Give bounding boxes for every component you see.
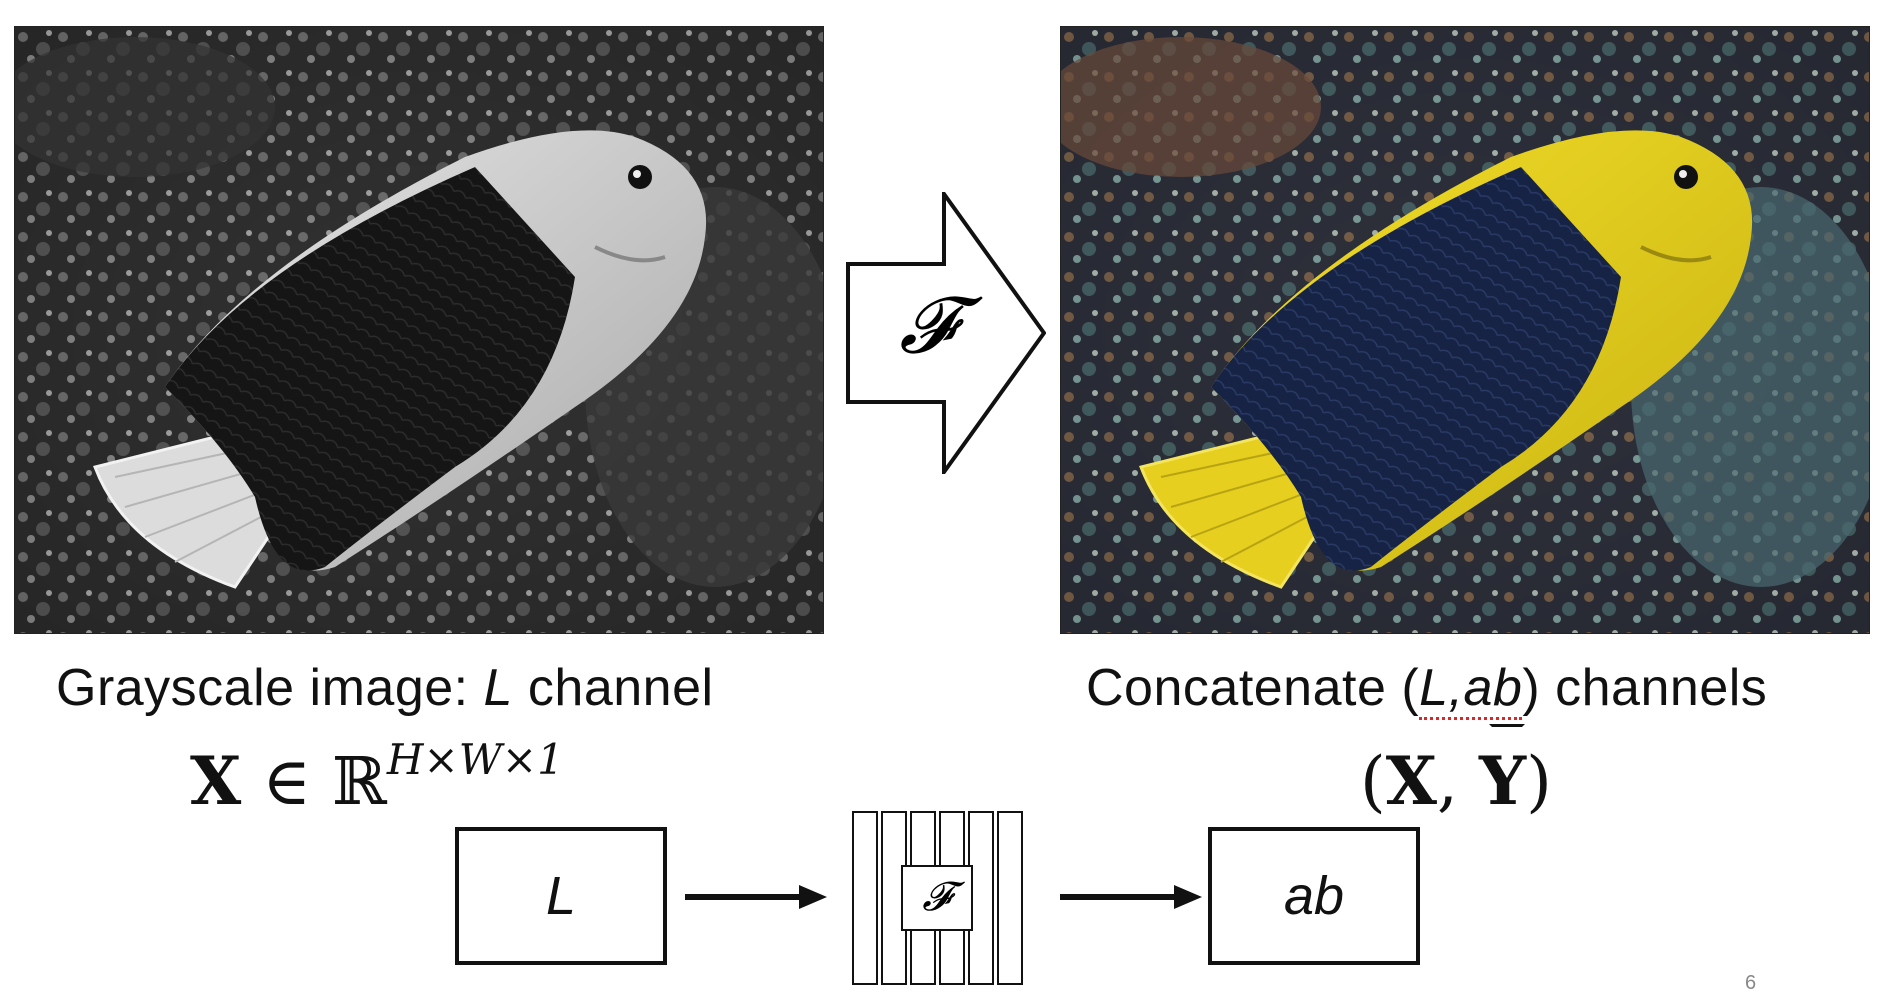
grayscale-fish-illustration (15, 27, 823, 633)
input-dimensions: H×W×1 (386, 735, 564, 784)
colorized-caption-channels: L,ab (1419, 659, 1523, 720)
input-l-box: L (455, 827, 667, 965)
right-arrow-icon (685, 885, 827, 909)
grayscale-caption-channel: L (483, 659, 513, 717)
mapping-arrow-icon: 𝓕 (846, 192, 1046, 474)
output-ab-box: ab (1208, 827, 1420, 965)
output-close-paren: ) (1526, 743, 1552, 820)
colorized-photo (1060, 26, 1870, 634)
input-domain: ∈ ℝ (241, 743, 387, 820)
output-x-symbol: X (1385, 742, 1437, 820)
grayscale-caption-suffix: channel (512, 659, 714, 717)
colorized-caption: Concatenate (L,ab) channels (1086, 658, 1768, 720)
right-arrow-icon (1060, 885, 1202, 909)
colorized-caption-suffix: ) channels (1522, 659, 1768, 717)
input-symbol: X (190, 742, 242, 820)
input-tensor-formula: X ∈ ℝH×W×1 (190, 735, 564, 820)
output-y-hat-symbol: Y (1478, 724, 1527, 820)
colorized-fish-illustration (1061, 27, 1869, 633)
output-open-paren: ( (1360, 743, 1386, 820)
input-l-label: L (545, 866, 577, 926)
output-comma: , (1436, 743, 1479, 820)
grayscale-photo (14, 26, 824, 634)
output-ab-label: ab (1283, 866, 1345, 926)
output-pair-formula: (X, Y) (1360, 724, 1552, 820)
network-layers-icon: 𝓕 (852, 811, 1023, 985)
grayscale-caption: Grayscale image: L channel (56, 658, 714, 718)
colorized-caption-prefix: Concatenate ( (1086, 659, 1420, 717)
slide-page-number: 6 (1745, 972, 1757, 994)
grayscale-caption-prefix: Grayscale image: (56, 659, 484, 717)
